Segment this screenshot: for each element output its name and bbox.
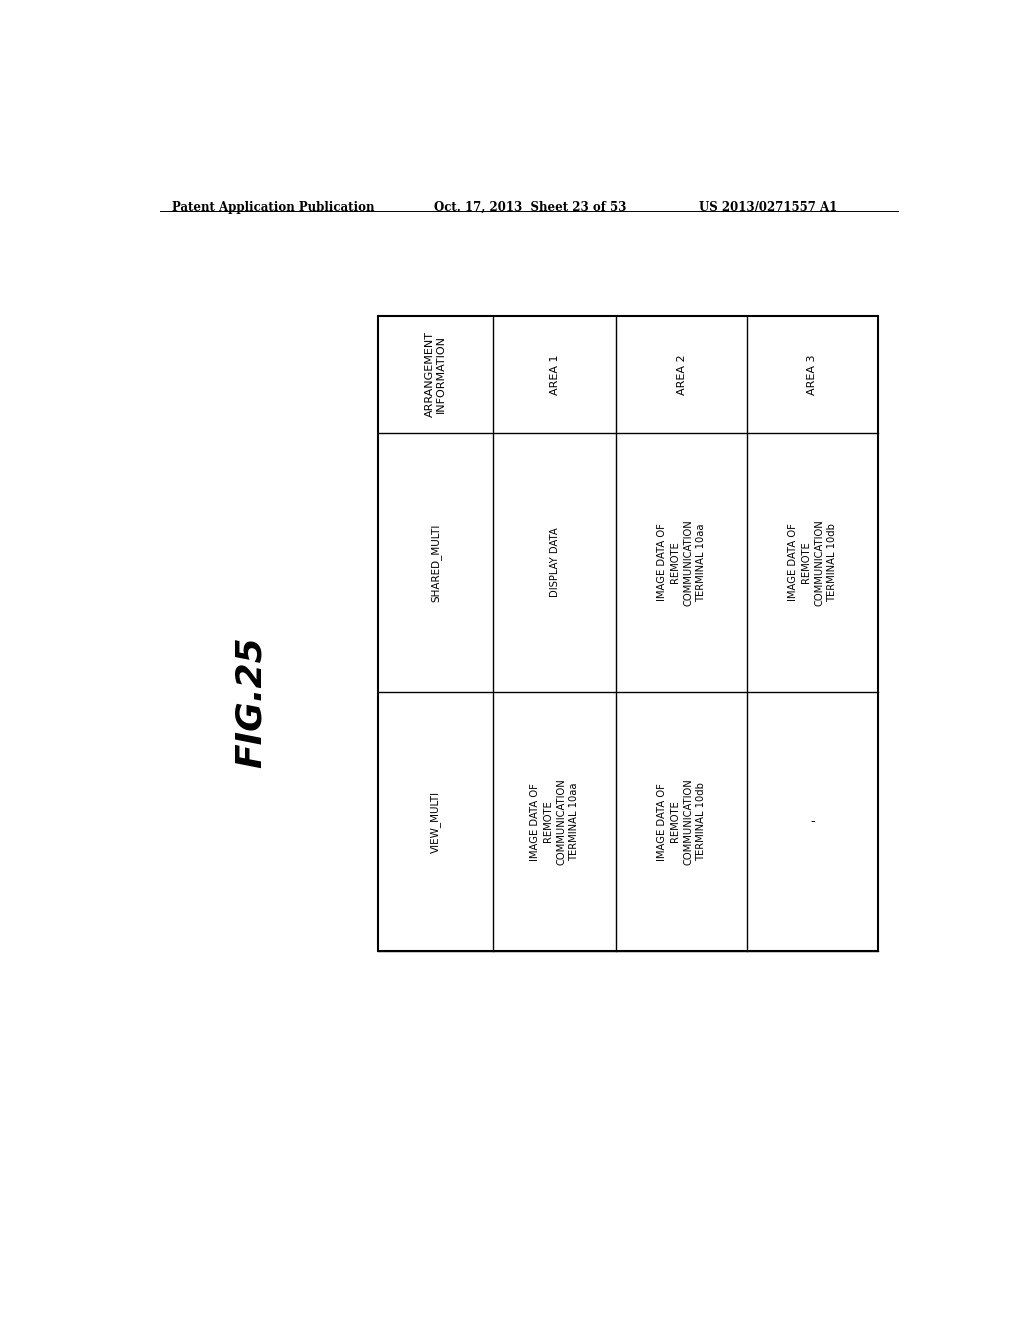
Text: AREA 3: AREA 3	[808, 354, 817, 395]
Text: FIG.25: FIG.25	[234, 636, 268, 768]
Text: IMAGE DATA OF
REMOTE
COMMUNICATION
TERMINAL 10aa: IMAGE DATA OF REMOTE COMMUNICATION TERMI…	[529, 779, 580, 865]
Text: Oct. 17, 2013  Sheet 23 of 53: Oct. 17, 2013 Sheet 23 of 53	[433, 201, 626, 214]
Bar	[378, 315, 878, 952]
Text: VIEW_MULTI: VIEW_MULTI	[430, 791, 441, 853]
Text: ARRANGEMENT
INFORMATION: ARRANGEMENT INFORMATION	[425, 331, 446, 417]
Text: US 2013/0271557 A1: US 2013/0271557 A1	[699, 201, 838, 214]
Text: AREA 1: AREA 1	[550, 354, 559, 395]
Text: AREA 2: AREA 2	[677, 354, 686, 395]
Text: SHARED_MULTI: SHARED_MULTI	[430, 523, 441, 602]
Text: IMAGE DATA OF
REMOTE
COMMUNICATION
TERMINAL 10db: IMAGE DATA OF REMOTE COMMUNICATION TERMI…	[787, 519, 838, 606]
Text: DISPLAY DATA: DISPLAY DATA	[550, 528, 559, 597]
Text: Patent Application Publication: Patent Application Publication	[172, 201, 374, 214]
Text: -: -	[810, 816, 815, 828]
Text: IMAGE DATA OF
REMOTE
COMMUNICATION
TERMINAL 10db: IMAGE DATA OF REMOTE COMMUNICATION TERMI…	[656, 779, 707, 865]
Text: IMAGE DATA OF
REMOTE
COMMUNICATION
TERMINAL 10aa: IMAGE DATA OF REMOTE COMMUNICATION TERMI…	[656, 519, 707, 606]
